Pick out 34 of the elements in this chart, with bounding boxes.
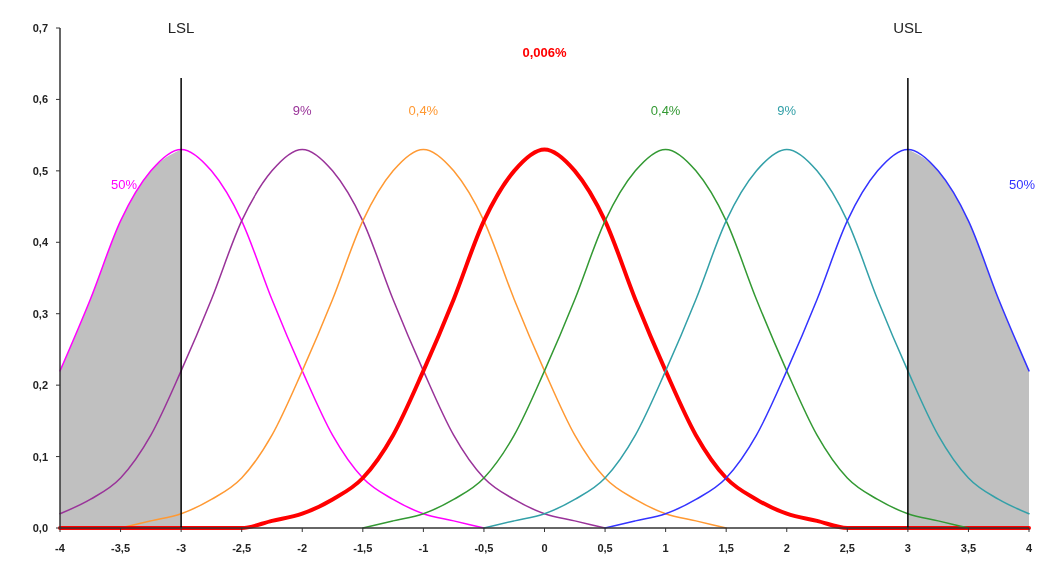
- x-tick-label: -1: [418, 542, 429, 554]
- x-tick-label: 1,5: [718, 542, 734, 554]
- x-tick-label: -3,5: [111, 542, 131, 554]
- text: 0,006%: [522, 45, 567, 61]
- x-tick-label: 2,5: [839, 542, 855, 554]
- x-tick-label: -2: [297, 542, 308, 554]
- y-tick-label: 0,3: [32, 307, 48, 320]
- x-tick-label: -2,5: [232, 542, 252, 554]
- x-tick-label: -0,5: [474, 542, 494, 554]
- text: 9%: [777, 103, 797, 119]
- y-tick-label: 0,6: [32, 93, 48, 106]
- y-tick-label: 0,5: [32, 164, 48, 177]
- x-tick-label: 1: [662, 542, 669, 554]
- x-tick-label: 0,5: [597, 542, 613, 554]
- ref-line-label: LSL: [167, 19, 195, 36]
- y-tick-label: 0,0: [32, 522, 48, 534]
- series-label: 50%: [111, 177, 138, 193]
- x-tick-label: 4: [1025, 542, 1033, 554]
- x-tick-label: 2: [783, 542, 790, 554]
- y-tick-label: 0,7: [32, 22, 48, 34]
- x-tick-label: -3: [176, 542, 187, 554]
- x-tick-label: -1,5: [353, 542, 373, 554]
- x-tick-label: 0: [541, 542, 548, 554]
- x-tick-label: 3: [904, 542, 911, 554]
- x-tick-label: -4: [55, 542, 66, 554]
- text: 0,4%: [408, 103, 439, 119]
- text: 0,4%: [650, 103, 681, 119]
- text: 50%: [1008, 177, 1036, 193]
- x-tick-label: 3,5: [960, 542, 977, 554]
- text: 9%: [292, 103, 313, 119]
- y-tick-label: 0,1: [32, 450, 48, 463]
- y-tick-label: 0,2: [32, 379, 48, 392]
- y-tick-label: 0,4: [32, 236, 49, 249]
- ref-line-label: USL: [893, 19, 923, 36]
